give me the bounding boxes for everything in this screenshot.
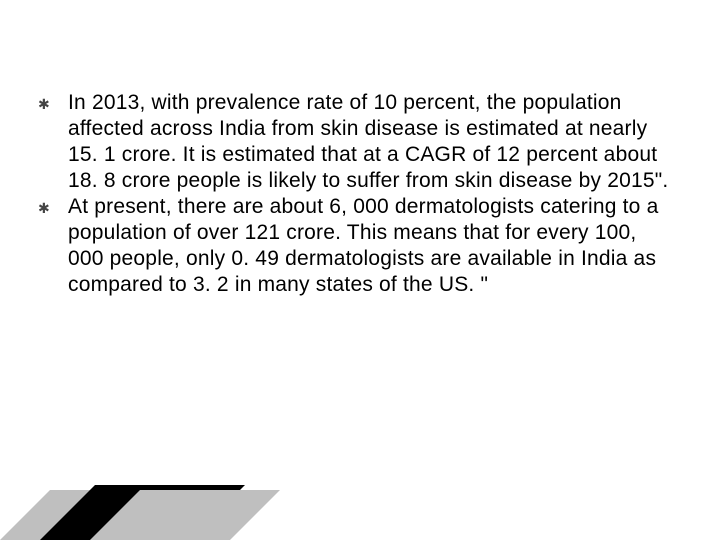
decor-shape-gray-front [90,490,280,540]
bullet-marker-icon: ✱ [38,90,68,118]
bullet-text: In 2013, with prevalence rate of 10 perc… [68,90,678,194]
list-item: ✱ At present, there are about 6, 000 der… [38,194,678,298]
decor-shape-black [40,485,245,540]
list-item: ✱ In 2013, with prevalence rate of 10 pe… [38,90,678,194]
bullet-text: At present, there are about 6, 000 derma… [68,194,678,298]
slide: ✱ In 2013, with prevalence rate of 10 pe… [0,0,720,540]
bullet-list: ✱ In 2013, with prevalence rate of 10 pe… [38,90,678,298]
corner-decor-icon [0,460,300,540]
bullet-marker-icon: ✱ [38,194,68,222]
decor-shape-gray-back [0,490,200,540]
